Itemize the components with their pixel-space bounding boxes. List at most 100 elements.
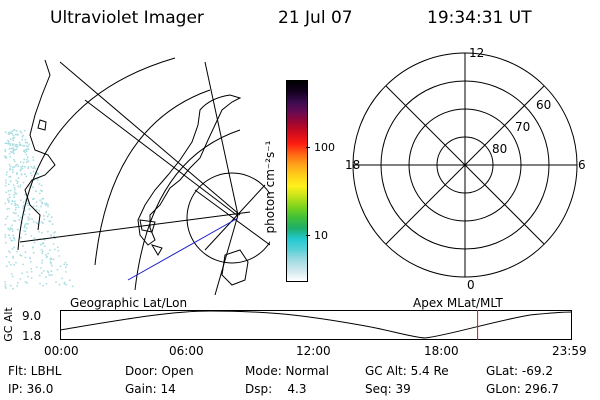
uv-dot: [30, 270, 33, 273]
uv-dot: [8, 207, 11, 210]
uv-dot: [11, 166, 14, 169]
colorbar-tick-10: 10: [314, 229, 328, 242]
uv-dot: [52, 243, 55, 246]
uv-dot: [24, 281, 27, 283]
uv-dot: [16, 143, 19, 146]
uv-dot: [6, 215, 9, 218]
uv-dot: [29, 256, 31, 259]
uv-dot: [5, 265, 8, 268]
uv-dot: [39, 282, 41, 285]
timeline-frame: [60, 310, 572, 340]
uv-dot: [15, 164, 17, 167]
uv-dot: [19, 216, 22, 219]
gain-readout: Gain: 14: [125, 382, 176, 396]
uv-dot: [69, 279, 71, 282]
uv-dot: [8, 133, 11, 136]
lat-circle-inner: [134, 129, 241, 291]
uv-dot: [24, 230, 27, 233]
uv-dot: [15, 179, 18, 182]
uv-dot: [16, 285, 19, 287]
uv-dot: [45, 204, 47, 207]
uv-dot: [18, 218, 21, 221]
uv-dot: [4, 223, 7, 226]
uv-dot: [16, 163, 18, 166]
uv-dot: [53, 232, 55, 234]
lat-label-70: 70: [515, 120, 530, 134]
uv-dot: [8, 147, 11, 150]
uv-dot: [7, 183, 10, 186]
uv-dot: [24, 251, 27, 254]
uv-dot: [25, 153, 28, 156]
uv-dot: [10, 203, 13, 205]
uv-dot: [18, 141, 21, 144]
uv-dot: [14, 212, 17, 215]
uv-dot: [49, 261, 52, 264]
uv-dot: [16, 204, 19, 207]
uv-dot: [5, 217, 8, 220]
uv-dot: [8, 196, 11, 199]
uv-dot: [64, 261, 67, 264]
uv-dot: [4, 241, 7, 244]
uv-dot: [7, 201, 10, 204]
uv-dot: [30, 277, 33, 279]
meridian-2: [84, 99, 239, 217]
uv-dot: [23, 150, 25, 152]
uv-dot: [7, 142, 10, 144]
ip-readout: IP: 36.0: [8, 382, 54, 396]
uv-dot: [32, 159, 35, 161]
uv-dot: [23, 129, 26, 132]
uv-dot: [9, 165, 12, 168]
uv-dot: [14, 160, 16, 163]
uv-dot: [43, 215, 45, 217]
x-tick-0600: 06:00: [169, 344, 204, 358]
uv-dot: [45, 256, 48, 259]
uv-dot: [14, 148, 17, 151]
uv-dot: [50, 262, 52, 265]
meridian-1: [59, 61, 241, 216]
uv-dot: [19, 130, 22, 133]
uv-dot: [13, 165, 16, 168]
uv-dot: [22, 205, 25, 208]
uv-dot: [19, 254, 21, 256]
uv-dot: [39, 199, 42, 202]
uv-dot: [41, 202, 44, 205]
uv-dot: [32, 220, 35, 223]
uv-dot: [23, 226, 26, 229]
uv-dot: [22, 207, 25, 210]
uv-dot: [41, 259, 44, 262]
altitude-timeline: [60, 310, 572, 340]
uv-dot: [19, 186, 22, 188]
uv-dot: [4, 184, 7, 187]
uv-dot: [12, 139, 15, 142]
uv-dot: [7, 199, 10, 202]
uv-dot: [10, 239, 13, 242]
mlt-label-18: 18: [345, 158, 360, 172]
uv-dot: [14, 220, 17, 223]
uv-dot: [38, 192, 41, 195]
uv-dot: [43, 218, 45, 221]
uv-dot: [15, 129, 18, 132]
uv-dot: [34, 167, 37, 170]
seq-readout: Seq: 39: [365, 382, 411, 396]
uv-dot: [13, 193, 15, 196]
uv-dot: [47, 205, 49, 208]
uv-dot: [12, 168, 14, 171]
uv-dot: [47, 252, 50, 255]
uv-dot: [23, 165, 26, 168]
uv-dot: [9, 175, 12, 178]
uv-dot: [16, 250, 18, 253]
uv-dot: [8, 169, 11, 171]
uv-dot: [37, 172, 40, 175]
uv-dot: [4, 281, 6, 283]
uv-dot: [15, 206, 17, 209]
x-tick-0000: 00:00: [44, 344, 79, 358]
uv-dot: [22, 161, 25, 164]
pole-cross-b: [204, 184, 266, 251]
uv-dot: [59, 265, 62, 267]
uv-dot: [50, 216, 53, 219]
uv-dot: [30, 174, 33, 177]
altitude-axis-label: GC Alt: [1, 307, 15, 342]
uv-dot: [8, 163, 11, 166]
meridian-3: [204, 61, 239, 216]
uv-dot: [19, 161, 22, 163]
